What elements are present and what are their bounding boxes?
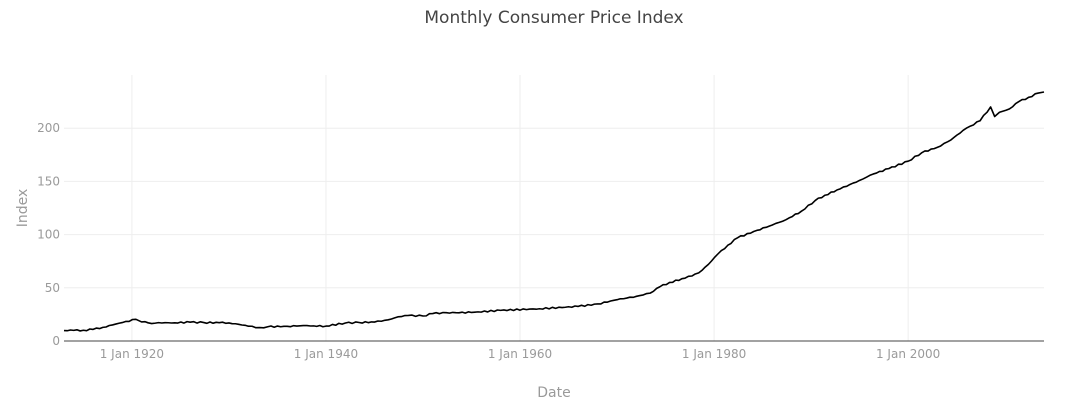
x-tick-label: 1 Jan 1940 [294, 347, 358, 361]
chart-title: Monthly Consumer Price Index [424, 8, 684, 28]
y-tick-label: 200 [37, 121, 60, 135]
x-axis-title: Date [537, 385, 570, 401]
series-line [63, 91, 1045, 332]
x-tick-label: 1 Jan 2000 [876, 347, 940, 361]
y-tick-label: 100 [37, 228, 60, 242]
grid-lines [64, 75, 1044, 341]
y-axis-title: Index [15, 189, 31, 228]
x-tick-label: 1 Jan 1960 [488, 347, 552, 361]
series-lines [63, 91, 1045, 332]
x-tick-label: 1 Jan 1980 [682, 347, 746, 361]
x-tick-label: 1 Jan 1920 [100, 347, 164, 361]
y-tick-label: 150 [37, 174, 60, 188]
y-tick-label: 0 [52, 334, 60, 348]
tick-labels: 0 50 100 150 200 1 Jan 1920 1 Jan 1940 1 Jan 19… [37, 121, 940, 361]
y-tick-label: 50 [45, 281, 60, 295]
